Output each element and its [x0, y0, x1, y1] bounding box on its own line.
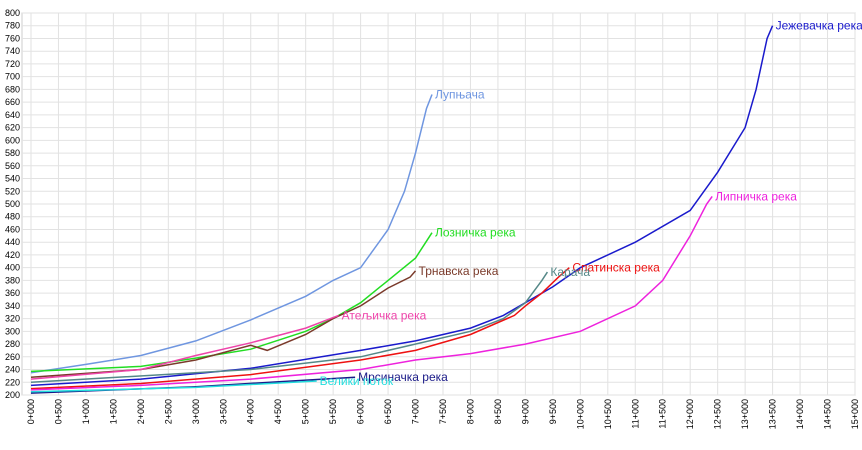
- x-tick-label: 0+000: [26, 399, 36, 424]
- y-tick-label: 740: [5, 46, 20, 56]
- x-tick-label: 5+000: [301, 399, 311, 424]
- x-tick-label: 7+000: [411, 399, 421, 424]
- y-tick-label: 500: [5, 199, 20, 209]
- y-tick-label: 260: [5, 352, 20, 362]
- y-tick-label: 440: [5, 237, 20, 247]
- y-tick-label: 780: [5, 21, 20, 31]
- x-tick-label: 4+000: [246, 399, 256, 424]
- y-tick-label: 380: [5, 275, 20, 285]
- series-label: Лозничка река: [435, 226, 516, 240]
- x-tick-label: 6+000: [356, 399, 366, 424]
- x-tick-label: 10+000: [575, 399, 585, 429]
- y-tick-label: 620: [5, 123, 20, 133]
- y-tick-label: 220: [5, 377, 20, 387]
- x-tick-label: 13+000: [740, 399, 750, 429]
- x-tick-label: 11+000: [630, 399, 640, 429]
- x-tick-label: 7+500: [438, 399, 448, 424]
- series-label: Лупњача: [435, 87, 485, 101]
- x-tick-label: 4+500: [273, 399, 283, 424]
- y-tick-label: 240: [5, 365, 20, 375]
- series-line: [30, 270, 417, 378]
- y-tick-label: 340: [5, 301, 20, 311]
- x-tick-label: 12+000: [685, 399, 695, 429]
- x-tick-label: 14+500: [823, 399, 833, 429]
- series-line: [30, 271, 549, 384]
- x-tick-label: 0+500: [53, 399, 63, 424]
- y-tick-label: 660: [5, 97, 20, 107]
- y-tick-label: 720: [5, 59, 20, 69]
- series-label: Атељичка река: [342, 308, 427, 322]
- x-tick-label: 11+500: [658, 399, 668, 429]
- x-tick-label: 2+500: [163, 399, 173, 424]
- y-tick-label: 320: [5, 314, 20, 324]
- y-tick-label: 540: [5, 174, 20, 184]
- x-tick-label: 9+500: [548, 399, 558, 424]
- series-label: Јежевачка река: [776, 19, 862, 33]
- y-tick-label: 360: [5, 288, 20, 298]
- y-tick-label: 420: [5, 250, 20, 260]
- series-line: [30, 380, 317, 393]
- y-tick-label: 480: [5, 212, 20, 222]
- y-tick-label: 200: [5, 390, 20, 400]
- x-tick-label: 1+000: [81, 399, 91, 424]
- y-tick-label: 520: [5, 186, 20, 196]
- series-label: Липничка река: [715, 189, 797, 203]
- x-tick-label: 8+000: [465, 399, 475, 424]
- series-line: [30, 25, 774, 387]
- y-tick-label: 600: [5, 135, 20, 145]
- x-tick-label: 15+000: [850, 399, 860, 429]
- series-label: Трнавска река: [419, 264, 499, 278]
- y-tick-label: 800: [5, 8, 20, 18]
- x-tick-label: 2+000: [136, 399, 146, 424]
- series-line: [30, 267, 570, 390]
- series-line: [30, 314, 339, 380]
- series-label: Мрсиначка река: [358, 370, 448, 384]
- series-line: [30, 195, 713, 391]
- y-tick-label: 280: [5, 339, 20, 349]
- y-tick-label: 700: [5, 72, 20, 82]
- y-tick-label: 580: [5, 148, 20, 158]
- y-tick-label: 460: [5, 224, 20, 234]
- x-tick-label: 6+500: [383, 399, 393, 424]
- y-tick-label: 760: [5, 33, 20, 43]
- series-label: Спатинска река: [572, 261, 660, 275]
- x-tick-label: 14+000: [795, 399, 805, 429]
- x-tick-label: 8+500: [493, 399, 503, 424]
- x-tick-label: 10+500: [603, 399, 613, 429]
- series-line: [30, 94, 433, 374]
- series-label: Велики поток: [320, 374, 394, 388]
- x-tick-label: 12+500: [713, 399, 723, 429]
- x-tick-label: 5+500: [328, 399, 338, 424]
- series-label: Карача: [550, 265, 590, 279]
- x-tick-label: 13+500: [768, 399, 778, 429]
- y-tick-label: 560: [5, 161, 20, 171]
- y-tick-label: 300: [5, 326, 20, 336]
- y-tick-label: 680: [5, 84, 20, 94]
- x-tick-label: 9+000: [520, 399, 530, 424]
- x-tick-label: 3+500: [218, 399, 228, 424]
- x-tick-label: 3+000: [191, 399, 201, 424]
- x-tick-label: 1+500: [108, 399, 118, 424]
- y-tick-label: 400: [5, 263, 20, 273]
- y-tick-label: 640: [5, 110, 20, 120]
